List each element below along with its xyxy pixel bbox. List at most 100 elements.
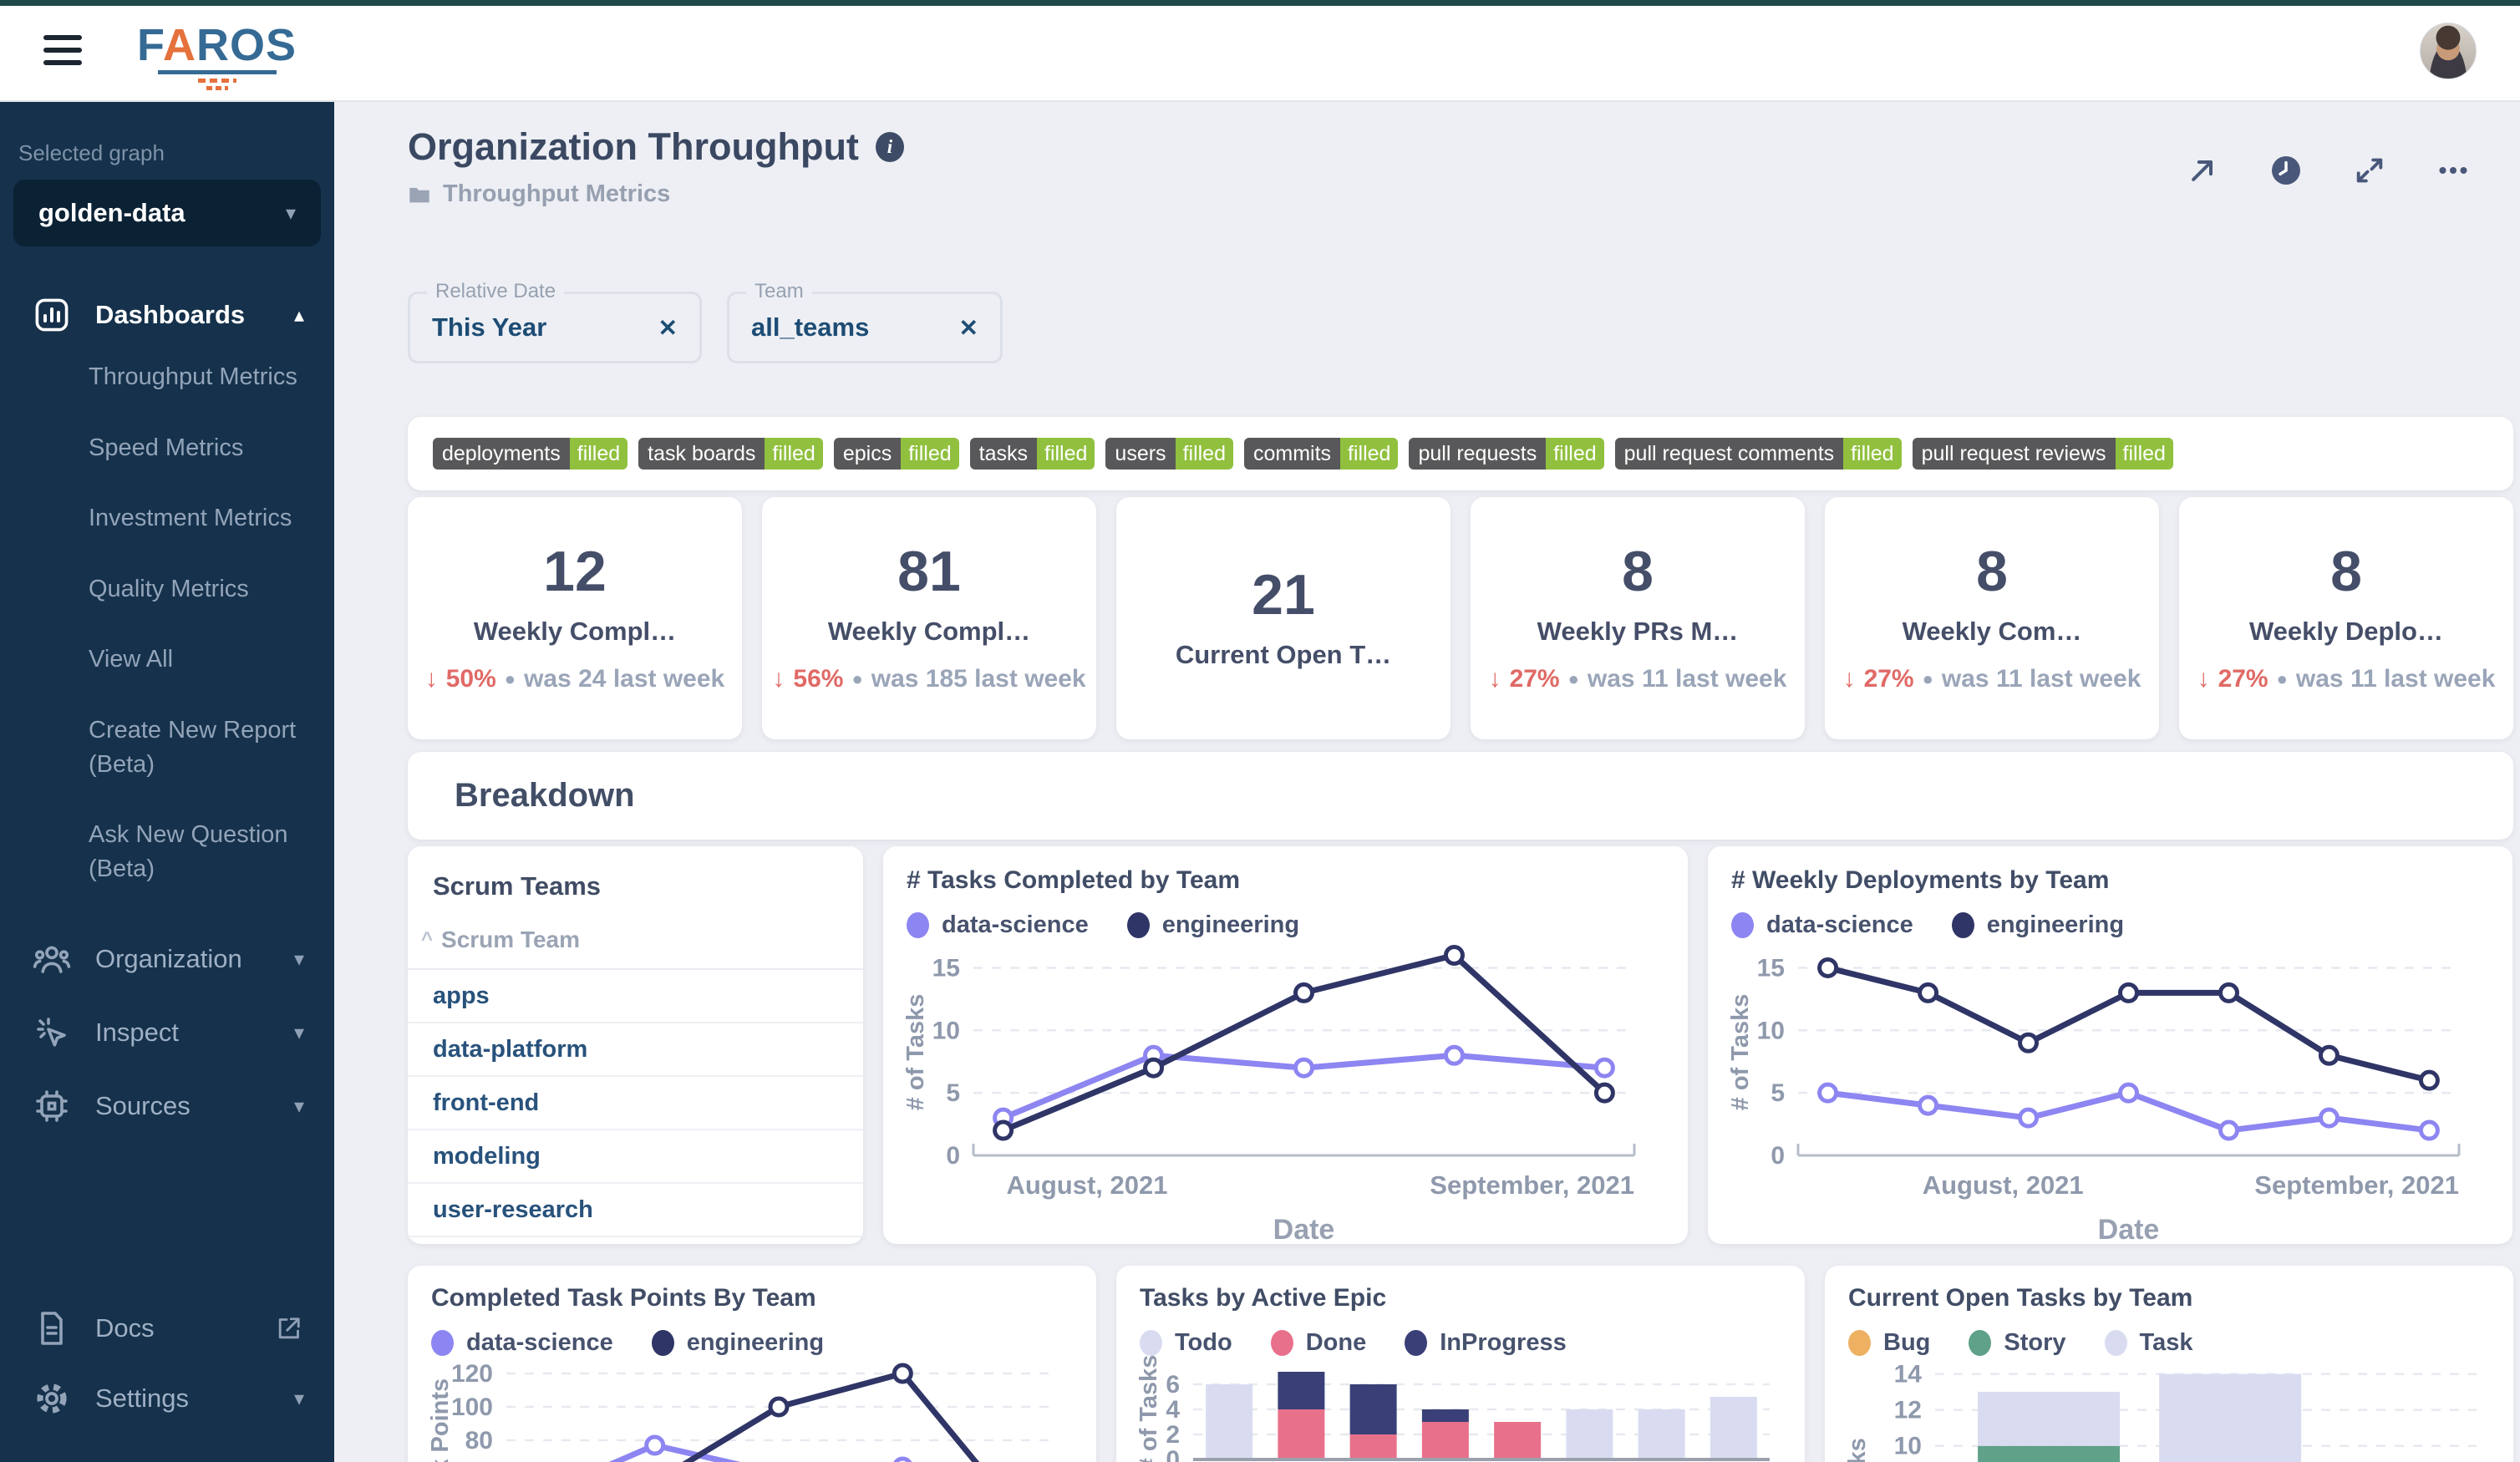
svg-text:2: 2 <box>1166 1421 1180 1449</box>
close-icon[interactable]: ✕ <box>958 314 978 341</box>
badge-status: filled <box>765 438 823 470</box>
filter-relative-date[interactable]: Relative Date This Year ✕ <box>408 280 702 363</box>
faros-logo[interactable]: FAROS <box>137 11 297 90</box>
kpi-card-weekly-compl[interactable]: 81 Weekly Compl… ↓ 56% ● was 185 last we… <box>762 497 1096 739</box>
panels-row: Scrum Teams ^ Scrum Team apps data-platfo… <box>408 846 2513 1246</box>
svg-text:4: 4 <box>1166 1396 1180 1424</box>
kpi-value: 8 <box>2330 540 2362 603</box>
legend-swatch <box>2104 1330 2127 1356</box>
scrum-team-link-data-platform[interactable]: data-platform <box>408 1023 863 1077</box>
svg-text:# of Tasks: # of Tasks <box>1727 994 1754 1111</box>
badge-name: tasks <box>969 438 1037 470</box>
legend-label: Done <box>1305 1329 1367 1356</box>
sidebar-item-view-all[interactable]: View All <box>89 646 174 673</box>
scrum-team-column-header[interactable]: ^ Scrum Team <box>408 926 863 970</box>
selected-graph-label: Selected graph <box>18 140 165 165</box>
chart-current-open-tasks-by-team[interactable]: Current Open Tasks by Team Bug Story Tas… <box>1825 1266 2513 1462</box>
kpi-value: 8 <box>1976 540 2008 603</box>
kpi-card-weekly-compl[interactable]: 12 Weekly Compl… ↓ 50% ● was 24 last wee… <box>408 497 742 739</box>
docs-icon <box>32 1308 72 1348</box>
kpi-value: 8 <box>1622 540 1654 603</box>
breadcrumb[interactable]: Throughput Metrics <box>408 180 904 208</box>
legend-swatch <box>1969 1330 1992 1356</box>
chart-completed-task-points-by-team[interactable]: Completed Task Points By Team data-scien… <box>408 1266 1096 1462</box>
sidebar-item-dashboards[interactable]: Dashboards ▴ <box>0 278 334 352</box>
share-icon[interactable] <box>2186 154 2219 187</box>
top-accent-strip <box>0 0 2520 6</box>
badge-users: users filled <box>1105 438 1233 470</box>
sidebar-item-create-new-report-beta[interactable]: Create New Report (Beta) <box>89 716 297 778</box>
sidebar-item-investment-metrics[interactable]: Investment Metrics <box>89 505 292 532</box>
svg-text:September, 2021: September, 2021 <box>2254 1170 2459 1200</box>
kpi-label: Weekly Com… <box>1902 617 2082 646</box>
svg-text:5: 5 <box>946 1079 960 1107</box>
sidebar-item-ask-new-question-beta[interactable]: Ask New Question (Beta) <box>89 821 288 882</box>
legend-item-story: Story <box>1969 1329 2066 1357</box>
sidebar-item-settings[interactable]: Settings ▾ <box>0 1363 334 1434</box>
legend-item-done: Done <box>1270 1329 1367 1357</box>
sidebar-item-throughput-metrics[interactable]: Throughput Metrics <box>89 363 297 390</box>
svg-text:0: 0 <box>1771 1142 1785 1170</box>
sidebar-spacer <box>0 1143 334 1293</box>
chevron-down-icon: ▾ <box>293 947 304 971</box>
legend-label: engineering <box>1986 911 2125 938</box>
sidebar-item-sources[interactable]: Sources ▾ <box>0 1069 334 1143</box>
kpi-value: 21 <box>1252 563 1315 627</box>
kpi-card-current-open-t[interactable]: 21 Current Open T… <box>1116 497 1451 739</box>
badge-name: pull requests <box>1409 438 1547 470</box>
stacked-bar-chart: 8101214# of Tasks <box>1844 1361 2477 1462</box>
svg-text:15: 15 <box>932 954 960 982</box>
badge-name: task boards <box>638 438 765 470</box>
chart-title: Tasks by Active Epic <box>1140 1284 1387 1312</box>
avatar[interactable] <box>2420 23 2477 79</box>
legend-swatch <box>1951 912 1974 938</box>
scrum-team-link-front-end[interactable]: front-end <box>408 1077 863 1130</box>
bottom-row: Completed Task Points By Team data-scien… <box>408 1266 2513 1462</box>
scrum-team-link-modeling[interactable]: modeling <box>408 1130 863 1184</box>
info-icon[interactable]: i <box>875 132 904 162</box>
sidebar-item-docs[interactable]: Docs <box>0 1293 334 1363</box>
legend-swatch <box>1405 1330 1428 1356</box>
menu-icon[interactable] <box>43 35 82 65</box>
sort-asc-icon: ^ <box>421 928 434 951</box>
filter-team[interactable]: Team all_teams ✕ <box>727 280 1003 363</box>
kpi-card-weekly-com[interactable]: 8 Weekly Com… ↓ 27% ● was 11 last week <box>1825 497 2159 739</box>
scrum-team-link-user-research[interactable]: user-research <box>408 1184 863 1237</box>
sidebar-item-quality-metrics[interactable]: Quality Metrics <box>89 575 249 602</box>
badge-pull-requests: pull requests filled <box>1409 438 1604 470</box>
chart-title: Completed Task Points By Team <box>431 1284 816 1312</box>
legend-swatch <box>1270 1330 1293 1356</box>
close-icon[interactable]: ✕ <box>658 314 678 341</box>
legend-label: data-science <box>942 911 1089 938</box>
badge-name: epics <box>833 438 902 470</box>
svg-text:6: 6 <box>1166 1371 1180 1399</box>
sidebar-item-speed-metrics[interactable]: Speed Metrics <box>89 434 244 461</box>
kpi-label: Weekly PRs M… <box>1537 617 1739 646</box>
sidebar-item-inspect[interactable]: Inspect ▾ <box>0 996 334 1069</box>
chart-tasks-completed-by-team[interactable]: # Tasks Completed by Team data-science e… <box>883 846 1688 1246</box>
scrum-team-link-apps[interactable]: apps <box>408 970 863 1023</box>
chevron-down-icon: ▾ <box>293 1387 304 1410</box>
more-ellipsis-icon[interactable] <box>2436 154 2470 187</box>
chart-weekly-deployments-by-team[interactable]: # Weekly Deployments by Team data-scienc… <box>1708 846 2512 1246</box>
history-clock-icon[interactable] <box>2269 154 2303 187</box>
kpi-card-weekly-prs-m[interactable]: 8 Weekly PRs M… ↓ 27% ● was 11 last week <box>1471 497 1805 739</box>
fullscreen-icon[interactable] <box>2353 154 2386 187</box>
sidebar-item-organization[interactable]: Organization ▾ <box>0 922 334 996</box>
graph-selector[interactable]: golden-data ▾ <box>13 180 321 246</box>
sidebar-item-label: Inspect <box>95 1018 179 1048</box>
badge-name: pull request comments <box>1614 438 1844 470</box>
kpi-delta-percent: 50% <box>445 665 496 693</box>
svg-text:August, 2021: August, 2021 <box>1007 1170 1168 1200</box>
chart-tasks-by-active-epic[interactable]: Tasks by Active Epic Todo Done InProgres… <box>1116 1266 1805 1462</box>
kpi-label: Weekly Deplo… <box>2248 617 2443 646</box>
page-title: Organization Throughput <box>408 125 859 168</box>
badge-name: users <box>1105 438 1176 470</box>
legend-item-bug: Bug <box>1848 1329 1930 1357</box>
scrum-teams-title: Scrum Teams <box>433 871 602 901</box>
page-header: Organization Throughput i Throughput Met… <box>408 125 2513 208</box>
kpi-card-weekly-deplo[interactable]: 8 Weekly Deplo… ↓ 27% ● was 11 last week <box>2179 497 2513 739</box>
dot-separator: ● <box>1567 668 1579 689</box>
svg-text:0: 0 <box>946 1142 960 1170</box>
legend-swatch <box>651 1330 674 1356</box>
